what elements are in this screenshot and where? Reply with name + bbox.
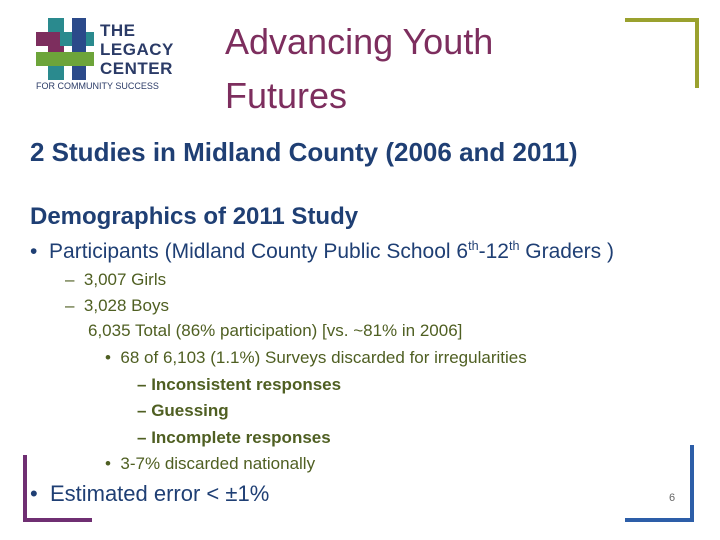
superscript: th: [468, 239, 479, 253]
total-line: 6,035 Total (86% participation) [vs. ~81…: [88, 321, 463, 340]
slide-title: Advancing Youth: [225, 21, 494, 62]
corner-bracket: [625, 18, 699, 88]
bullet-text: Participants (Midland County Public Scho…: [49, 240, 469, 263]
logo-icon: [36, 18, 94, 80]
bullet: • Participants (Midland County Public Sc…: [30, 239, 614, 263]
section-title: Demographics of 2011 Study: [30, 203, 359, 230]
sub-bullet-text: Guessing: [151, 401, 229, 420]
bullet: • Estimated error < ±1%: [30, 481, 270, 506]
corner-bracket: [625, 445, 694, 522]
bullet-text: 3-7% discarded nationally: [120, 454, 316, 473]
logo-text: CENTER: [100, 59, 173, 78]
sub-bullet-text: Inconsistent responses: [151, 375, 342, 394]
logo-text: THE: [100, 21, 136, 40]
sub-bullet-text: 3,028 Boys: [83, 296, 169, 315]
logo-text: FOR COMMUNITY SUCCESS: [36, 81, 159, 91]
corner-bracket: [23, 455, 92, 522]
sub-bullet: – Guessing: [137, 401, 229, 420]
bullet-text: Estimated error < ±1%: [49, 481, 270, 506]
slide-title: Futures: [225, 75, 348, 116]
bullet-text: Graders ): [519, 240, 614, 263]
sub-bullet: – Incomplete responses: [137, 428, 331, 447]
heading: 2 Studies in Midland County (2006 and 20…: [30, 137, 578, 167]
sub-bullet: – 3,028 Boys: [65, 296, 169, 315]
bullet: • 68 of 6,103 (1.1%) Surveys discarded f…: [105, 348, 527, 367]
sub-bullet: – 3,007 Girls: [65, 270, 167, 289]
logo-text: LEGACY: [100, 40, 174, 59]
page-number: 6: [669, 492, 676, 504]
bullet: • 3-7% discarded nationally: [105, 454, 316, 473]
sub-bullet-text: 3,007 Girls: [83, 270, 167, 289]
superscript: th: [508, 239, 520, 253]
sub-bullet-text: Incomplete responses: [151, 428, 331, 447]
bullet-text: -12: [478, 240, 509, 263]
sub-bullet: – Inconsistent responses: [137, 375, 342, 394]
bullet-text: 68 of 6,103 (1.1%) Surveys discarded for…: [120, 348, 527, 367]
